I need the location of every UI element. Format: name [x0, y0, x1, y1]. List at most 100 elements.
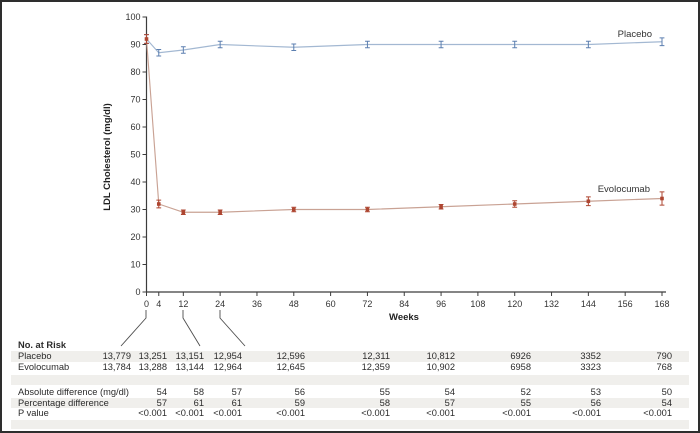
table-cell: 50 — [661, 387, 672, 397]
table-cell: <0.001 — [426, 408, 455, 418]
axis-table-callout — [219, 310, 246, 347]
table-cell: <0.001 — [361, 408, 390, 418]
row-band — [11, 419, 689, 429]
table-cell: <0.001 — [213, 408, 242, 418]
x-tick-label: 168 — [654, 299, 669, 309]
legend-placebo-label: Placebo — [618, 29, 652, 40]
table-cell: 12,311 — [362, 351, 390, 361]
y-tick-label: 100 — [125, 12, 140, 22]
x-tick-label: 96 — [436, 299, 446, 309]
table-cell: 53 — [590, 387, 601, 397]
table-cell: <0.001 — [502, 408, 531, 418]
placebo-line — [146, 38, 663, 54]
row-band — [11, 374, 689, 385]
table-cell: 57 — [444, 397, 455, 408]
table-cell: <0.001 — [276, 408, 305, 418]
table-cell: 55 — [379, 387, 390, 397]
evolocumab-marker — [512, 202, 517, 206]
table-cell: <0.001 — [138, 408, 167, 418]
table-cell: 12,964 — [213, 361, 242, 372]
axis-table-callout — [120, 310, 147, 347]
table-cell: <0.001 — [643, 408, 672, 418]
table-cell: 56 — [590, 397, 601, 408]
y-tick-label: 10 — [130, 260, 140, 270]
table-cell: 52 — [520, 387, 531, 397]
table-cell: 12,645 — [276, 361, 305, 372]
table-cell: 57 — [231, 387, 242, 397]
table-cell: 13,784 — [102, 361, 131, 372]
table-cell: 13,779 — [102, 351, 131, 361]
x-tick-label: 132 — [544, 299, 559, 309]
table-cell: 55 — [520, 397, 531, 408]
table-cell: 61 — [193, 397, 204, 408]
y-tick-label: 70 — [130, 95, 140, 105]
row-band — [11, 397, 689, 408]
x-tick-label: 120 — [507, 299, 522, 309]
table-cell: 3323 — [580, 361, 601, 372]
y-tick-label: 30 — [130, 205, 140, 215]
x-tick-label: 156 — [618, 299, 633, 309]
table-cell: 12,596 — [276, 351, 305, 361]
x-tick-label: 0 — [144, 299, 149, 309]
table-cell: 13,288 — [138, 361, 167, 372]
table-cell: 54 — [444, 387, 455, 397]
x-tick-label: 12 — [178, 299, 188, 309]
evolocumab-marker — [144, 37, 149, 41]
evolocumab-marker — [181, 210, 186, 215]
evolocumab-marker — [365, 207, 370, 212]
table-cell: 57 — [156, 397, 167, 408]
row-label-p-value: P value — [18, 408, 49, 418]
y-tick-label: 0 — [135, 287, 140, 297]
y-tick-label: 50 — [130, 150, 140, 160]
table-cell: 54 — [156, 387, 167, 397]
table-cell: 10,902 — [426, 361, 455, 372]
y-tick-label: 60 — [130, 122, 140, 132]
evolocumab-marker — [660, 196, 664, 201]
y-tick-label: 80 — [130, 67, 140, 77]
row-band — [11, 351, 689, 362]
x-tick-label: 84 — [399, 299, 409, 309]
x-tick-label: 72 — [362, 299, 372, 309]
table-cell: 56 — [294, 387, 305, 397]
table-cell: 10,812 — [426, 351, 455, 361]
table-cell: 6958 — [510, 361, 531, 372]
row-label-percentage-difference: Percentage difference — [18, 397, 109, 408]
evolocumab-marker — [156, 202, 161, 206]
table-cell: 61 — [231, 397, 242, 408]
table-cell: 58 — [379, 397, 390, 408]
table-cell: 12,359 — [361, 361, 390, 372]
x-tick-label: 144 — [581, 299, 596, 309]
x-tick-label: 24 — [215, 299, 225, 309]
table-cell: 6926 — [510, 351, 531, 361]
x-tick-label: 4 — [156, 299, 161, 309]
y-tick-label: 90 — [130, 40, 140, 50]
row-label-evolocumab: Evolocumab — [18, 361, 70, 372]
table-cell: 58 — [193, 387, 204, 397]
table-cell: 13,151 — [175, 351, 204, 361]
row-label-placebo: Placebo — [18, 351, 52, 361]
evolocumab-marker — [291, 207, 296, 212]
y-tick-label: 20 — [130, 232, 140, 242]
axis-table-callout — [182, 310, 201, 347]
table-cell: 12,954 — [213, 351, 242, 361]
table-cell: <0.001 — [572, 408, 601, 418]
table-cell: <0.001 — [175, 408, 204, 418]
legend-evolocumab-label: Evolocumab — [598, 184, 650, 195]
y-axis-title: LDL Cholesterol (mg/dl) — [102, 103, 113, 211]
x-tick-label: 60 — [326, 299, 336, 309]
evolocumab-marker — [586, 199, 591, 204]
table-cell: 13,251 — [138, 351, 167, 361]
risk-table-header: No. at Risk — [18, 340, 67, 350]
y-tick-label: 40 — [130, 177, 140, 187]
x-tick-label: 108 — [470, 299, 485, 309]
x-axis-title: Weeks — [389, 312, 419, 323]
table-cell: 790 — [656, 351, 672, 361]
evolocumab-marker — [218, 210, 222, 215]
row-label-absolute-difference: Absolute difference (mg/dl) — [18, 387, 129, 397]
table-cell: 3352 — [580, 351, 601, 361]
x-tick-label: 36 — [252, 299, 262, 309]
table-cell: 768 — [656, 361, 672, 372]
evolocumab-line — [145, 38, 663, 213]
